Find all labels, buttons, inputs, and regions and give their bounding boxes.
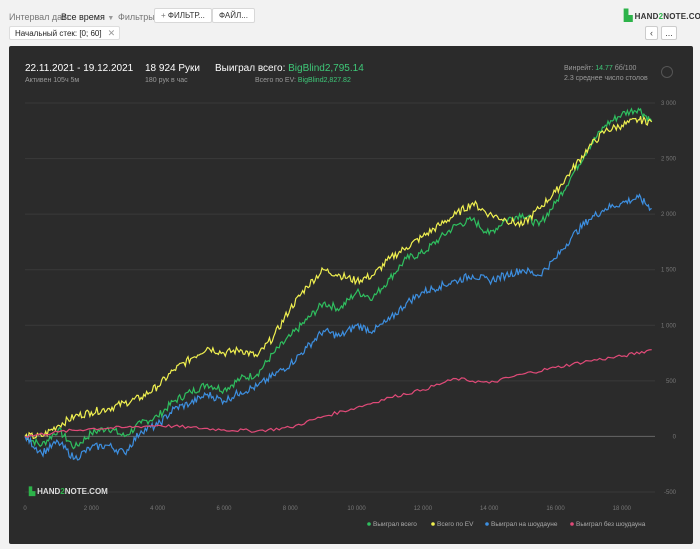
- y-tick-label: 500: [666, 379, 677, 385]
- logo-text-two: 2: [658, 12, 664, 21]
- series-line-total: [24, 107, 653, 450]
- x-tick-label: 2 000: [84, 506, 100, 512]
- chevron-down-icon: ▼: [107, 15, 115, 22]
- filter-bar: Интервал дат: Все время ▼ Фильтры: + ФИЛ…: [0, 0, 700, 46]
- x-tick-label: 12 000: [414, 506, 433, 512]
- legend-marker-nonshowdown: [570, 522, 574, 526]
- close-icon[interactable]: ✕: [107, 28, 116, 38]
- x-tick-label: 14 000: [480, 506, 499, 512]
- settings-gear-icon[interactable]: [661, 66, 673, 78]
- won-total-label: Выиграл всего:: [215, 63, 286, 74]
- watermark-logo-icon: ▙: [29, 487, 36, 496]
- watermark-two: 2: [60, 487, 65, 496]
- x-tick-label: 18 000: [613, 506, 632, 512]
- x-tick-label: 0: [23, 506, 27, 512]
- hand2note-logo-icon: ▙: [624, 10, 633, 22]
- x-tick-label: 4 000: [150, 506, 166, 512]
- avg-tables: 2.3 среднее число столов: [564, 75, 648, 82]
- y-tick-label: 1 000: [661, 323, 677, 329]
- winrate-label: Винрейт:: [564, 65, 594, 72]
- watermark-suffix: NOTE.COM: [64, 487, 108, 496]
- legend-label-total[interactable]: Выиграл всего: [373, 521, 417, 528]
- legend-marker-ev: [431, 522, 435, 526]
- date-range: 22.11.2021 - 19.12.2021: [25, 63, 134, 74]
- x-tick-label: 16 000: [546, 506, 565, 512]
- filter-chip-label: Начальный стек: [0; 60]: [15, 29, 102, 38]
- y-tick-label: 1 500: [661, 268, 677, 274]
- active-time: Активен 105ч 5м: [25, 77, 80, 84]
- ev-total-label: Всего по EV:: [255, 77, 296, 84]
- watermark-prefix: HAND: [37, 487, 61, 496]
- winrate: Винрейт: 14.77 бб/100: [564, 65, 636, 72]
- more-button[interactable]: ...: [661, 26, 677, 40]
- filter-chip-start-stack[interactable]: Начальный стек: [0; 60] ✕: [9, 26, 121, 40]
- winrate-unit: бб/100: [614, 65, 637, 72]
- date-interval-select[interactable]: Все время ▼: [61, 12, 114, 22]
- legend-marker-total: [367, 522, 371, 526]
- x-tick-label: 10 000: [347, 506, 366, 512]
- ev-total-value: BigBlind2,827.82: [297, 77, 351, 84]
- logo-text-suffix: NOTE.COM: [663, 12, 700, 21]
- add-filter-button[interactable]: + ФИЛЬТР...: [154, 8, 212, 23]
- nav-prev-button[interactable]: ‹: [645, 26, 658, 40]
- x-tick-label: 6 000: [216, 506, 232, 512]
- y-tick-label: 2 500: [661, 157, 677, 163]
- y-tick-label: 3 000: [661, 101, 677, 107]
- won-total-value: BigBlind2,795.14: [288, 63, 364, 74]
- plus-icon: +: [161, 11, 166, 20]
- y-tick-label: -500: [664, 490, 677, 496]
- hands-count: 18 924 Руки: [145, 63, 200, 74]
- filters-label: Фильтры:: [118, 12, 158, 22]
- series-line-showdown: [24, 193, 652, 461]
- logo-text-prefix: HAND: [634, 12, 659, 21]
- hands-per-hour: 180 рук в час: [145, 77, 188, 84]
- legend-label-nonshowdown[interactable]: Выиграл без шоудауна: [576, 520, 646, 528]
- series-line-nonshowdown: [24, 349, 652, 438]
- y-tick-label: 0: [673, 434, 677, 440]
- y-tick-label: 2 000: [661, 212, 677, 218]
- legend-label-showdown[interactable]: Выиграл на шоудауне: [491, 521, 558, 528]
- date-interval-label: Интервал дат:: [9, 12, 69, 22]
- date-interval-value: Все время: [61, 12, 105, 22]
- graph-panel: 22.11.2021 - 19.12.2021 Активен 105ч 5м …: [9, 46, 693, 544]
- winrate-value: 14.77: [595, 65, 613, 72]
- series-line-ev: [24, 115, 653, 440]
- chart-watermark: ▙ HAND2NOTE.COM: [29, 487, 108, 496]
- x-tick-label: 8 000: [283, 506, 299, 512]
- add-filter-label: ФИЛЬТР...: [167, 11, 205, 20]
- won-total: Выиграл всего: BigBlind2,795.14: [215, 63, 364, 74]
- file-button[interactable]: ФАЙЛ...: [212, 8, 255, 23]
- legend-label-ev[interactable]: Всего по EV: [437, 521, 474, 528]
- legend-marker-showdown: [485, 522, 489, 526]
- ev-total: Всего по EV: BigBlind2,827.82: [255, 77, 351, 84]
- brand-logo: ▙HAND2NOTE.COM: [624, 9, 700, 22]
- bankroll-chart: 3 000 2 500 2 000 1 500 1 000 500 0 -500 0 2 000 4…: [23, 101, 677, 528]
